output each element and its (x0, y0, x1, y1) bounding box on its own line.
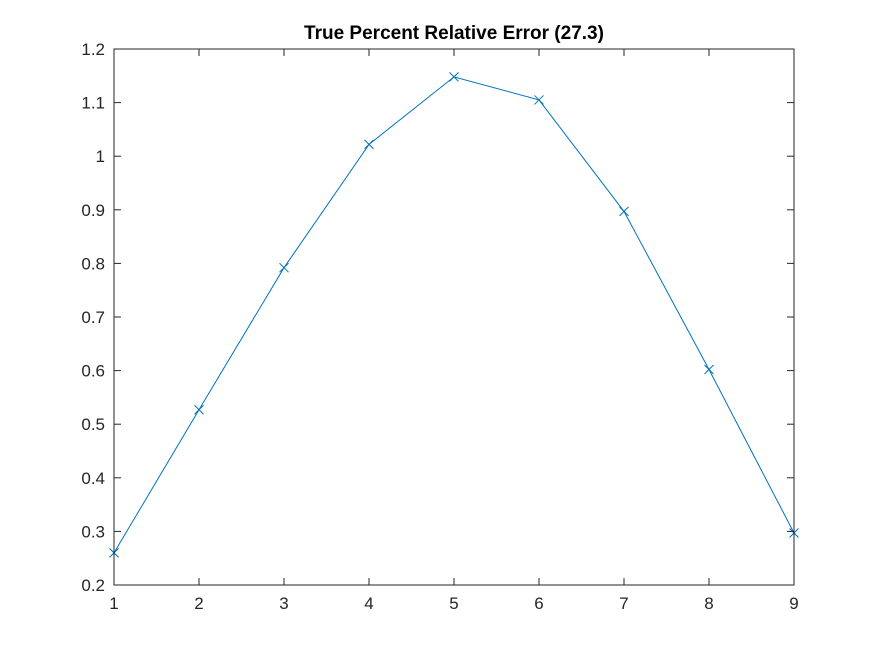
y-tick-label: 0.9 (81, 201, 105, 220)
y-tick-label: 0.5 (81, 415, 105, 434)
data-point-marker (364, 139, 374, 150)
axes-layer: 1 2 3 4 5 6 7 8 9 0.2 0.3 0.4 0.5 0.6 0.7 0.8 0.9 1 1.1 1.2 (81, 40, 798, 613)
x-tick-label: 4 (364, 594, 373, 613)
x-tick-label: 7 (619, 594, 628, 613)
y-tick-label: 1.2 (81, 40, 105, 59)
x-tick-label: 1 (109, 594, 118, 613)
data-point-marker (279, 262, 289, 273)
x-tick-label: 8 (704, 594, 713, 613)
y-tick-label: 0.6 (81, 362, 105, 381)
data-point-marker (534, 95, 544, 105)
data-point-marker (449, 72, 459, 82)
x-tick-label: 6 (534, 594, 543, 613)
x-tick-label: 2 (194, 594, 203, 613)
y-tick-label: 0.3 (81, 522, 105, 541)
y-tick-label: 0.8 (81, 254, 105, 273)
data-point-marker (194, 404, 204, 415)
x-tick-label: 9 (789, 594, 798, 613)
y-tick-label: 1 (96, 147, 105, 166)
y-tick-label: 0.7 (81, 308, 105, 327)
x-tick-label: 3 (279, 594, 288, 613)
data-point-marker (704, 364, 714, 375)
data-point-marker (619, 206, 629, 217)
y-tick-label: 0.2 (81, 576, 105, 595)
chart-title: True Percent Relative Error (27.3) (304, 23, 604, 44)
y-tick-label: 0.4 (81, 469, 105, 488)
plot-area (114, 49, 794, 585)
x-tick-label: 5 (449, 594, 458, 613)
y-tick-label: 1.1 (81, 94, 105, 113)
